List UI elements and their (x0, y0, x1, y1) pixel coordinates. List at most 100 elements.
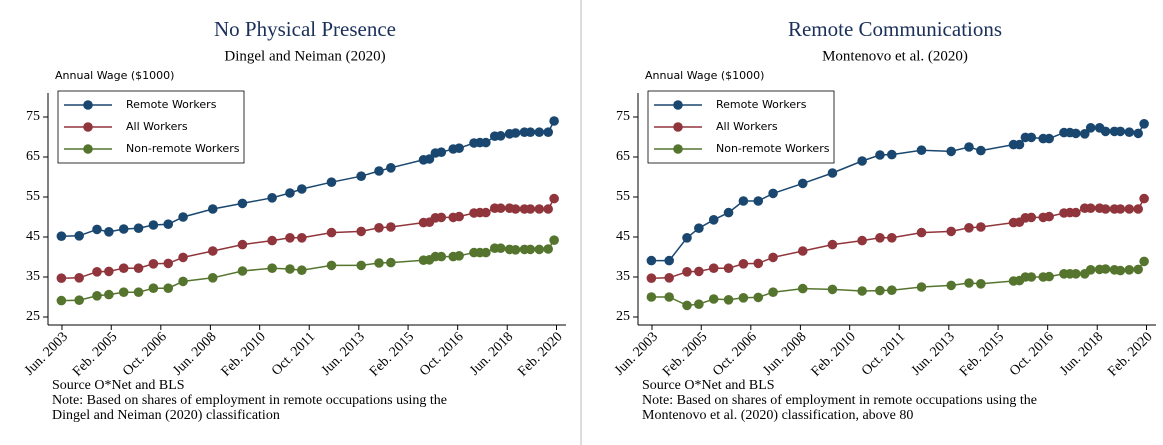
point (267, 263, 277, 274)
point (510, 245, 521, 255)
point (976, 279, 986, 289)
point (510, 204, 521, 214)
y-tick-label: 45 (26, 229, 40, 244)
point (436, 147, 447, 157)
point (875, 150, 885, 160)
y-tick-label: 55 (26, 189, 40, 204)
x-tick-label: Jun. 2008 (170, 329, 219, 378)
point (1139, 119, 1149, 129)
point (495, 243, 506, 253)
legend-label: Remote Workers (716, 98, 807, 111)
point (356, 171, 366, 181)
point (1133, 128, 1143, 139)
point (74, 231, 84, 241)
point (534, 244, 545, 255)
point (525, 204, 536, 214)
point (326, 177, 337, 187)
point (1071, 207, 1081, 218)
point (797, 283, 808, 294)
legend-label: Remote Workers (126, 98, 217, 111)
y-tick-label: 45 (616, 229, 630, 244)
point (525, 244, 536, 255)
y-tick-label: 35 (26, 269, 40, 284)
point (646, 273, 657, 284)
point (237, 239, 248, 250)
point (104, 227, 114, 237)
point (976, 222, 986, 232)
point (326, 260, 337, 271)
x-tick-label: Jun. 2018 (467, 329, 516, 378)
point (857, 235, 867, 246)
y-tick-label: 75 (26, 109, 40, 124)
point (738, 259, 749, 269)
point (738, 293, 749, 303)
point (887, 285, 897, 296)
x-tick-label: Oct. 2006 (120, 329, 170, 379)
point (454, 211, 464, 222)
point (1124, 265, 1135, 275)
point (708, 263, 719, 274)
point (178, 276, 188, 287)
point (481, 137, 491, 148)
point (964, 278, 974, 288)
note: Source O*Net and BLS (642, 378, 775, 393)
x-tick-label: Feb. 2015 (957, 329, 1007, 379)
point (1026, 272, 1037, 282)
point (534, 127, 545, 137)
point (753, 292, 764, 303)
point (1139, 256, 1149, 267)
point (694, 223, 704, 233)
legend-label: Non-remote Workers (716, 142, 830, 155)
x-tick-label: Oct. 2006 (710, 329, 760, 379)
point (1071, 269, 1081, 279)
point (163, 219, 174, 229)
point (525, 127, 536, 137)
point (237, 266, 248, 276)
point (207, 246, 218, 256)
point (1026, 132, 1037, 143)
y-tick-label: 55 (616, 189, 630, 204)
legend-marker (83, 122, 93, 132)
point (1014, 139, 1025, 150)
x-tick-label: Oct. 2011 (269, 329, 318, 378)
point (118, 287, 129, 298)
x-tick-label: Jun. 2013 (319, 329, 368, 378)
point (178, 212, 188, 222)
legend-marker (673, 122, 683, 132)
point (1115, 126, 1126, 137)
note: Montenovo et al. (2020) classification, … (642, 408, 913, 423)
point (74, 273, 84, 283)
point (1100, 126, 1111, 137)
x-tick-label: Feb. 2020 (515, 329, 565, 379)
point (148, 220, 159, 230)
point (827, 168, 838, 178)
point (549, 116, 559, 126)
point (887, 149, 897, 160)
point (753, 196, 764, 206)
point (682, 300, 692, 311)
point (436, 212, 447, 223)
point (738, 196, 749, 206)
point (374, 223, 384, 233)
point (682, 233, 692, 243)
point (1085, 203, 1096, 213)
point (694, 266, 704, 277)
point (285, 264, 295, 274)
point (1085, 123, 1096, 133)
x-tick-label: Oct. 2016 (1007, 329, 1057, 379)
legend-marker (83, 144, 93, 154)
legend-label: All Workers (716, 120, 778, 133)
point (646, 292, 657, 302)
point (1026, 212, 1037, 223)
point (56, 231, 67, 241)
point (267, 193, 277, 203)
point (664, 273, 674, 283)
point (1044, 133, 1054, 144)
point (297, 265, 307, 276)
point (543, 127, 553, 137)
x-tick-label: Jun. 2003 (612, 329, 661, 378)
point (297, 233, 307, 243)
point (682, 267, 692, 277)
point (946, 146, 956, 157)
point (916, 227, 927, 238)
